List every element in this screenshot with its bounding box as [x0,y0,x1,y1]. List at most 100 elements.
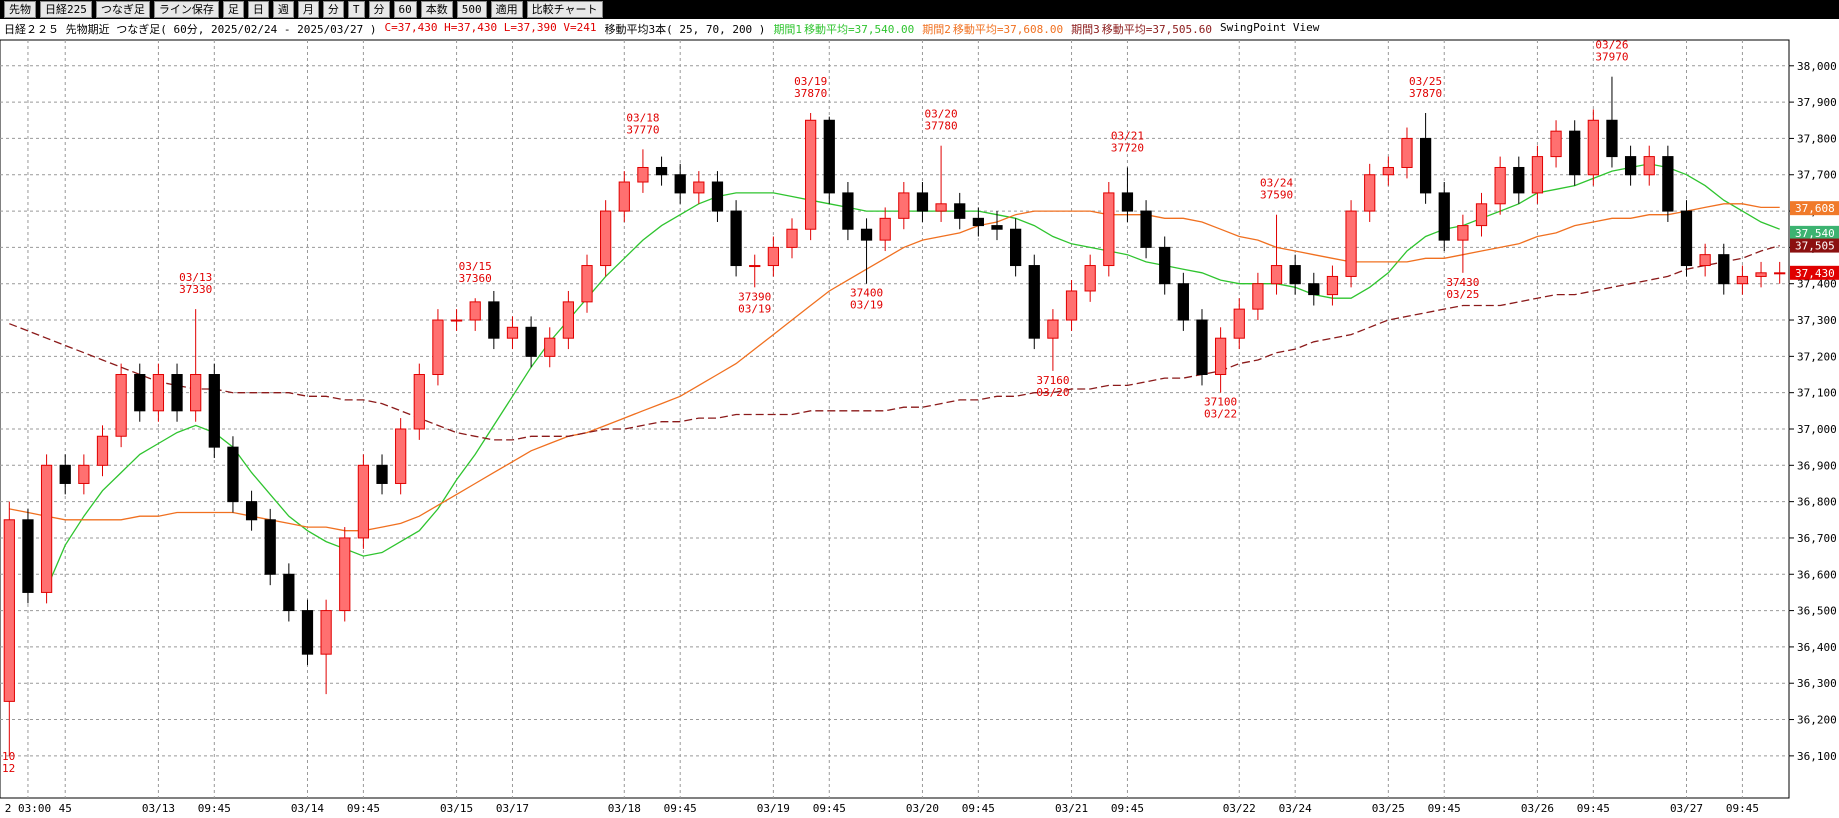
swing-label: 37970 [1595,51,1628,64]
x-tick-label: 03/22 [1223,802,1256,815]
candle-body [1774,272,1786,275]
candle-body [96,435,109,466]
toolbar-item[interactable]: ライン保存 [153,1,219,18]
toolbar-item[interactable]: T [347,1,365,18]
candle-body [1028,265,1040,339]
candle-body [1177,283,1189,321]
candle-body [600,210,612,267]
toolbar-item[interactable]: 分 [322,1,344,18]
y-tick-label: 36,800 [1797,496,1837,509]
x-tick-label: 09:45 [198,802,231,815]
x-tick-label: 45 [59,802,72,815]
swing-label: 37400 [850,287,883,300]
price-tag-label: 37,505 [1795,240,1835,253]
x-tick-label: 09:45 [1726,802,1759,815]
swing-label: 37870 [1409,87,1442,100]
clipped-label: 10 [2,750,15,763]
toolbar-item[interactable]: 月 [297,1,319,18]
toolbar-item[interactable]: 週 [272,1,294,18]
swing-label: 03/26 [1595,39,1628,52]
candle-body [730,210,742,267]
swing-label: 37770 [626,123,659,136]
y-tick-label: 36,400 [1797,641,1837,654]
candle-body [693,181,705,194]
candle-body [488,301,500,339]
y-tick-label: 37,800 [1797,132,1837,145]
candle-body [1140,210,1152,248]
toolbar-item[interactable]: 足 [222,1,244,18]
candle-body [1457,225,1469,241]
candle-body [860,228,873,241]
swing-label: 03/19 [850,299,883,312]
swing-label: 03/19 [794,75,827,88]
legend-value: 移動平均=37,505.60 [1101,23,1213,36]
swing-label: 37780 [925,120,958,133]
swing-label: 03/19 [738,302,771,315]
candle-body [1680,210,1693,267]
candle-body [506,326,519,339]
toolbar-item[interactable]: 60 [393,1,417,18]
price-tag [1790,238,1839,253]
candle-body [1289,265,1301,285]
candle-body [525,326,537,357]
y-tick-label: 37,900 [1797,96,1837,109]
x-tick-label: 03/15 [440,802,473,815]
toolbar-item[interactable]: つなぎ足 [95,1,150,18]
candle-body [1736,275,1749,285]
candle-body [786,228,798,248]
candle-body [320,610,332,655]
toolbar-item[interactable]: 日経225 [40,1,92,18]
candle-body [1718,254,1730,285]
y-tick-label: 37,000 [1797,423,1837,436]
candle-body [1382,166,1394,176]
x-tick-label: 03/21 [1055,802,1088,815]
candle-body [78,464,90,484]
candle-body [954,203,966,219]
toolbar-item[interactable]: 先物 [4,1,36,18]
candle-body [301,610,314,655]
x-tick-label: 03/13 [142,802,175,815]
toolbar-item[interactable]: 分 [368,1,390,18]
swing-label: 37720 [1111,141,1144,154]
y-tick-label: 36,600 [1797,568,1837,581]
toolbar-item[interactable]: 日 [247,1,269,18]
toolbar-item[interactable]: 比較チャート [526,1,603,18]
price-tag [1790,265,1839,280]
candle-body [40,464,53,593]
y-tick-label: 37,300 [1797,314,1837,327]
candle-body [3,519,15,702]
swing-label: 37390 [738,290,771,303]
candle-body [469,301,481,321]
candle-body [991,225,1003,230]
swing-label: 03/15 [459,260,492,273]
price-tag-label: 37,430 [1795,267,1835,280]
y-tick-label: 36,500 [1797,605,1837,618]
candle-body [618,181,630,212]
y-tick-label: 36,200 [1797,714,1837,727]
y-tick-label: 37,200 [1797,350,1837,363]
candle-body [245,501,258,521]
swing-label: 37430 [1446,276,1479,289]
y-tick-label: 36,900 [1797,459,1837,472]
candle-body [842,192,854,230]
candle-body [749,265,761,268]
indicator: 移動平均3本( 25, 70, 200 ) [604,23,766,36]
candle-body [171,374,183,412]
candle-body [432,319,444,376]
candle-body [227,446,239,503]
clipped-label: 12 [2,762,15,775]
candle-body [1364,174,1376,212]
toolbar-item[interactable]: 本数 [420,1,453,18]
legend-value: 移動平均=37,608.00 [952,23,1064,36]
candle-body [376,464,388,484]
toolbar-item[interactable]: 500 [456,1,487,18]
candle-body [1662,156,1674,212]
swing-label: 37160 [1036,374,1069,387]
candle-body [1569,130,1581,176]
toolbar-item[interactable]: 適用 [490,1,523,18]
candle-body [1233,308,1245,339]
chart-header: 日経２２５ 先物期近 つなぎ足( 60分, 2025/02/24 - 2025/… [4,21,1319,37]
candle-body [898,192,910,219]
candle-body [1513,166,1525,194]
